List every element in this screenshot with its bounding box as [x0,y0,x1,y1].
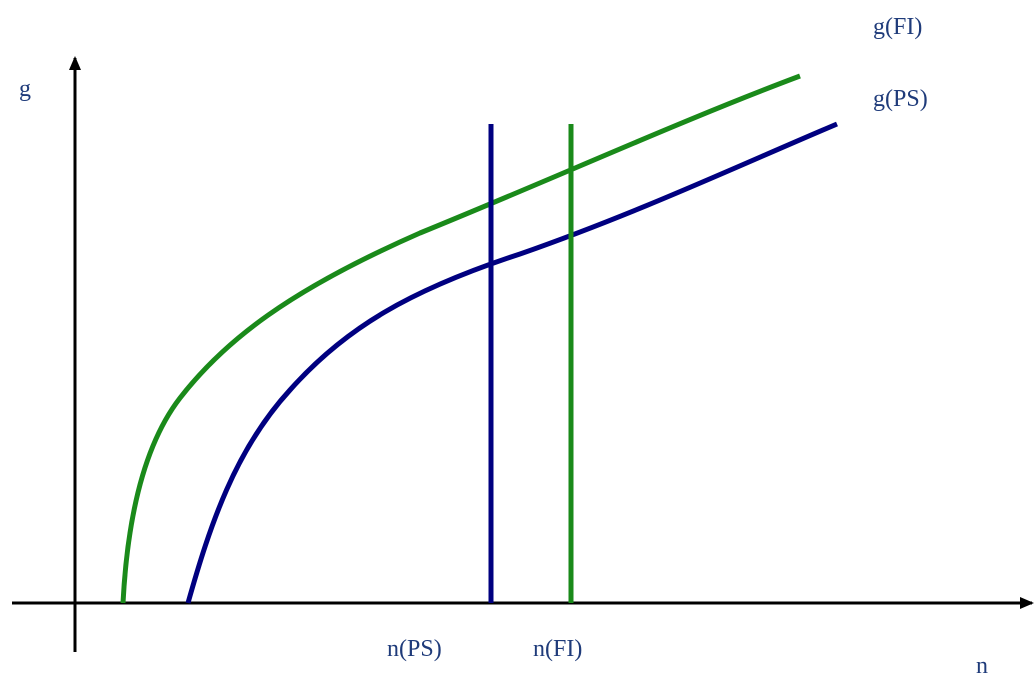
x-axis-label: n [976,653,988,675]
vline-ps-label: n(PS) [387,636,442,662]
y-axis-label: g [19,76,31,102]
curve-fi-label: g(FI) [873,14,922,40]
curve-ps [185,121,838,604]
vline-fi-label: n(FI) [533,636,582,662]
curve-fi [120,73,801,604]
curve-ps-label: g(PS) [873,86,928,112]
